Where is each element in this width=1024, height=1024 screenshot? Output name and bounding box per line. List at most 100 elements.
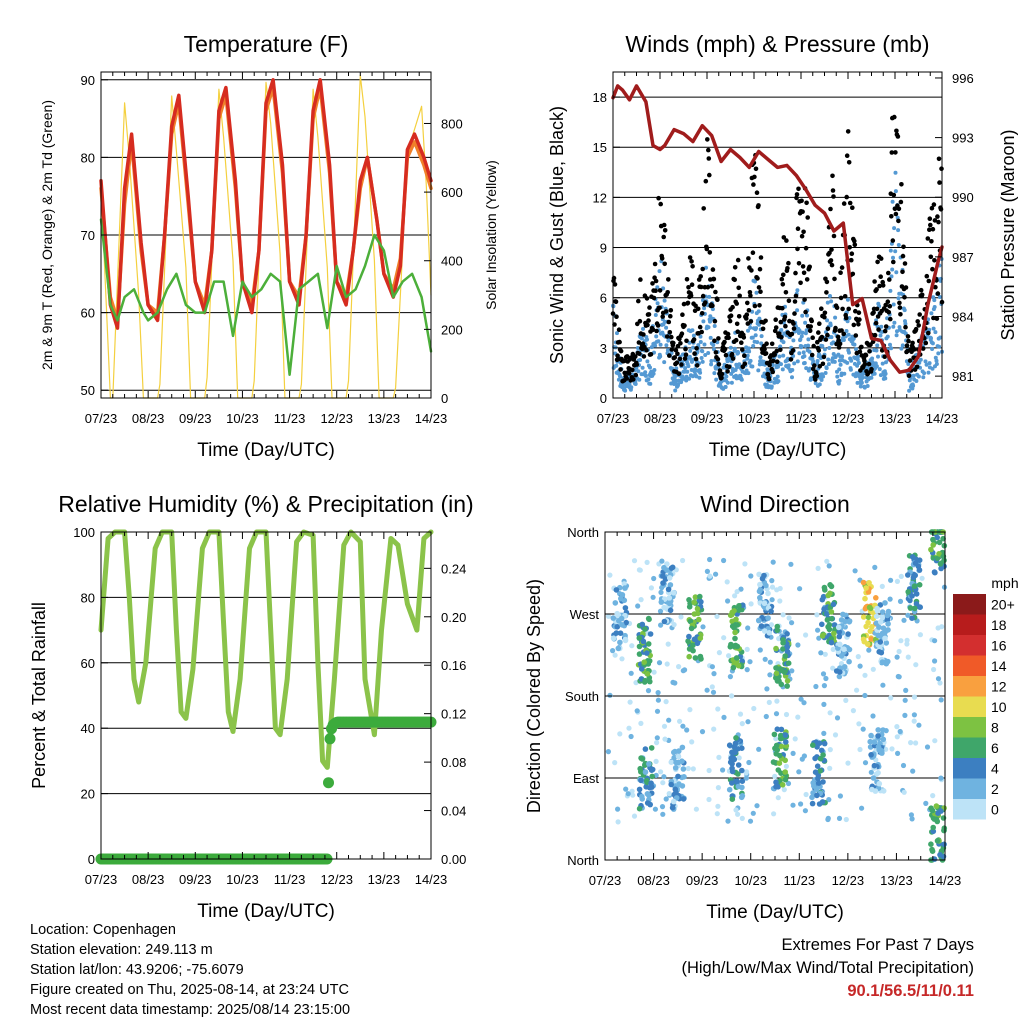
sustained-wind-point [709,362,714,367]
gust-point [734,321,740,327]
direction-point [862,692,868,699]
sustained-wind-point [829,335,834,340]
direction-point [654,740,660,746]
direction-point [782,653,788,659]
gust-point [813,377,818,382]
sustained-wind-point [711,343,716,347]
sustained-wind-point [937,295,942,299]
direction-point [931,569,938,575]
gust-point [624,354,630,359]
gust-point [671,340,676,346]
direction-point [672,765,679,771]
y2-tick-label: 800 [441,116,463,131]
sustained-wind-point [894,333,899,338]
gust-point [900,253,906,259]
x-tick-label: 11/23 [274,411,306,426]
station-elevation: Station elevation: 249.113 m [30,942,213,958]
sustained-wind-point [837,378,842,383]
sustained-wind-point [826,362,831,367]
sustained-wind-point [797,351,802,356]
sustained-wind-point [933,330,938,335]
direction-point [818,650,824,656]
direction-point [882,635,888,642]
legend-swatch [953,717,986,738]
gust-point [711,276,717,282]
direction-point [676,664,682,670]
gust-point [631,377,636,382]
sustained-wind-point [748,325,753,330]
direction-point [644,671,651,677]
direction-point [880,736,887,743]
direction-point [628,670,634,676]
sustained-wind-point [799,334,804,339]
y2-tick-label: 200 [441,322,463,337]
sustained-wind-point [800,330,805,335]
sustained-wind-point [802,354,807,359]
direction-point [696,616,702,623]
direction-point [911,718,917,724]
gust-point [689,282,695,288]
direction-point [894,724,900,730]
sustained-wind-point [840,354,845,359]
y-tick-label: West [570,607,600,622]
gust-point [700,293,706,299]
direction-point [697,635,704,641]
direction-point [739,778,746,784]
direction-point [686,604,693,610]
sustained-wind-point [759,341,764,346]
gust-point [772,352,777,357]
direction-point [820,752,826,758]
direction-point [778,743,784,750]
gust-point [819,334,825,340]
x-tick-label: 10/23 [226,411,259,426]
sustained-wind-point [724,374,729,379]
gust-point [779,276,785,282]
sustained-wind-point [933,355,938,360]
direction-point [730,664,737,671]
gust-point [786,260,791,266]
direction-point [636,643,643,650]
direction-point [783,739,789,745]
direction-point [671,622,677,628]
gust-point [846,160,852,165]
gust-point [924,273,930,279]
direction-point [684,727,690,733]
sustained-wind-point [891,302,896,307]
direction-point [841,664,848,670]
y2-tick-label: 987 [952,250,974,265]
sustained-wind-point [879,324,884,329]
gust-point [904,343,910,348]
gust-point [811,343,816,349]
direction-point [827,590,833,597]
sustained-wind-point [697,375,702,380]
direction-point [937,561,944,567]
direction-point [612,760,618,766]
direction-point [830,601,837,608]
direction-point [692,594,699,600]
direction-point [744,646,750,653]
gust-point [699,311,705,316]
direction-point [780,637,786,643]
direction-point [902,697,908,703]
direction-point [743,775,750,781]
sustained-wind-point [686,364,691,369]
direction-point [707,573,713,579]
direction-point [715,706,721,712]
sustained-wind-point [637,377,642,382]
x-tick-label: 09/23 [179,872,212,887]
direction-point [659,558,665,564]
gust-point [750,250,756,255]
sustained-wind-point [712,324,717,328]
direction-point [763,713,769,720]
legend-label: 12 [991,678,1007,694]
x-tick-label: 13/23 [368,411,401,426]
gust-point [841,201,847,206]
gust-point [824,279,830,285]
gust-point [763,351,769,356]
y2-tick-label: 981 [952,369,974,384]
y2-axis-label: Station Pressure (Maroon) [998,129,1018,340]
legend-swatch [953,758,986,779]
direction-point [756,746,762,752]
direction-point [845,760,851,766]
gust-point [897,305,903,310]
